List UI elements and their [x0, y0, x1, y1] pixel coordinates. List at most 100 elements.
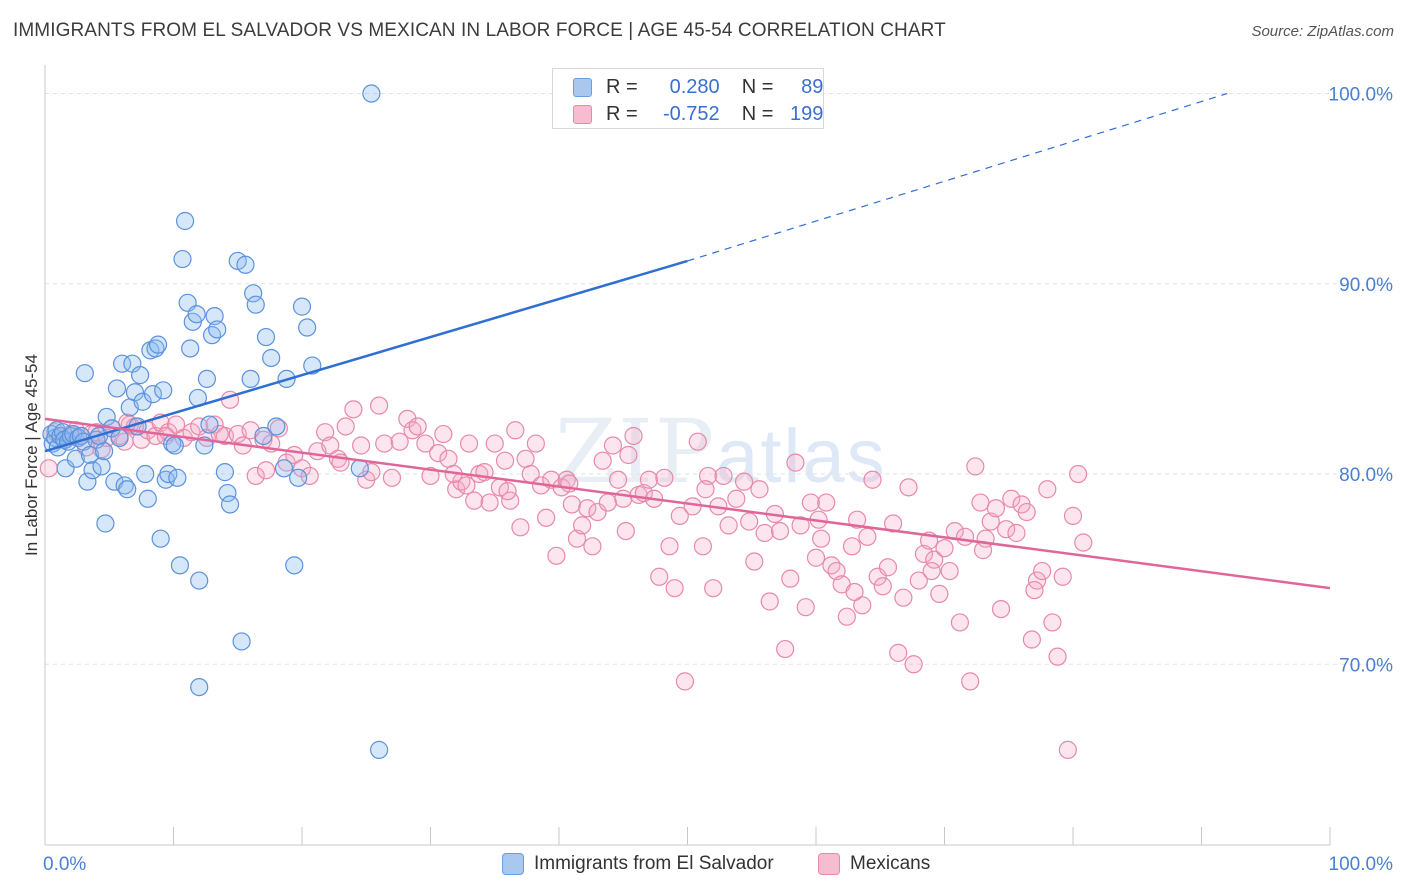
mexican-point [485, 434, 504, 453]
el-salvador-point [292, 297, 312, 316]
legend-row-mexicans: R = -0.752 N = 199 [573, 102, 823, 126]
el-salvador-point [267, 417, 286, 436]
mexican-point [863, 470, 882, 489]
mexican-point [603, 436, 623, 455]
mexican-point [704, 579, 723, 598]
mexican-point [459, 434, 479, 453]
el-salvador-point [274, 459, 294, 478]
mexican-point [801, 493, 820, 512]
mexican-point [698, 466, 718, 486]
mexican-point [812, 529, 831, 548]
el-salvador-point [200, 415, 219, 434]
mexican-point [1048, 647, 1067, 666]
mexican-point [1053, 567, 1072, 586]
mexican-point [914, 544, 934, 564]
mexican-point [986, 499, 1006, 518]
el-salvador-trend-line [44, 259, 688, 453]
mexican-point [506, 421, 525, 440]
el-salvador-point [181, 339, 200, 358]
mexican-point [416, 434, 435, 453]
mexican-point [878, 558, 898, 577]
mexican-point [421, 466, 440, 486]
el-salvador-point [75, 364, 94, 383]
y-axis-title: In Labor Force | Age 45-54 [22, 354, 41, 556]
mexican-point [614, 489, 633, 508]
mexican-point [727, 489, 746, 508]
mexican-point [925, 550, 944, 569]
mexican-point [1002, 489, 1021, 508]
mexican-point [1063, 506, 1083, 525]
el-salvador-point [246, 295, 265, 314]
el-salvador-point [289, 468, 308, 487]
mexican-point [537, 508, 556, 527]
mexican-point [675, 672, 695, 691]
mexican-point [434, 424, 453, 444]
mexican-point [655, 468, 674, 487]
el-salvador-point [97, 407, 116, 427]
mexican-point [845, 582, 864, 602]
mexican-point [439, 449, 458, 468]
mexican-point [930, 584, 949, 603]
x-tick-label-max: 100.0% [1329, 854, 1394, 875]
bottom-legend-mexicans: Mexicans [818, 852, 930, 876]
y-tick-label: 80.0% [1339, 465, 1393, 486]
el-salvador-point [143, 385, 163, 404]
mexican-trend-line [44, 417, 1331, 590]
mexican-point [408, 417, 427, 436]
mexican-point [598, 493, 617, 512]
el-salvador-point [165, 436, 184, 455]
el-salvador-point [232, 632, 251, 651]
el-salvador-point [285, 556, 304, 575]
legend-swatch-pink [573, 104, 592, 124]
legend-r-value-pink: -0.752 [662, 102, 720, 125]
el-salvador-point [298, 318, 317, 337]
el-salvador-point [159, 464, 178, 484]
mexican-point [791, 516, 810, 535]
mexican-point [755, 523, 774, 543]
mexican-point [683, 497, 702, 516]
mexican-point [981, 512, 1000, 531]
mexican-point [665, 579, 684, 598]
mexican-point [693, 537, 713, 556]
mexican-point [619, 445, 638, 465]
mexican-point [1058, 740, 1077, 759]
el-salvador-point [112, 354, 132, 373]
el-salvador-point [241, 369, 260, 389]
mexican-point [39, 459, 58, 478]
mexican-point [997, 520, 1016, 539]
el-salvador-point [256, 327, 276, 347]
el-salvador-point [197, 369, 217, 389]
mexican-point [750, 480, 769, 499]
mexican-point [1043, 613, 1062, 632]
mexican-point [991, 599, 1011, 619]
el-salvador-point [187, 305, 206, 324]
mexican-point [639, 470, 659, 489]
y-tick-label: 100.0% [1329, 85, 1394, 106]
mexican-point [300, 466, 319, 486]
mexican-point [822, 556, 841, 575]
mexican-point [806, 548, 826, 567]
mexican-point [498, 482, 517, 501]
bottom-legend-label-mexicans: Mexicans [850, 853, 931, 874]
watermark-atlas: atlas [716, 414, 887, 499]
mexican-point [660, 537, 679, 556]
mexican-point [292, 459, 312, 478]
mexican-point [719, 516, 738, 535]
el-salvador-point [96, 514, 115, 533]
mexican-point [894, 588, 913, 607]
mexican-point [734, 472, 754, 491]
bottom-swatch-pink [818, 853, 840, 875]
mexican-point [760, 592, 779, 611]
el-salvador-point [148, 335, 168, 354]
mexican-point [740, 512, 759, 531]
mexican-point [398, 409, 417, 428]
el-salvador-point [130, 365, 150, 385]
mexican-point [770, 521, 790, 541]
mexican-point [1069, 464, 1088, 484]
el-salvador-point [154, 381, 173, 400]
mexican-point [316, 423, 335, 442]
mexican-point [593, 451, 612, 470]
bottom-swatch-blue [502, 853, 524, 875]
mexican-point [609, 470, 628, 489]
mexican-point [670, 506, 689, 525]
